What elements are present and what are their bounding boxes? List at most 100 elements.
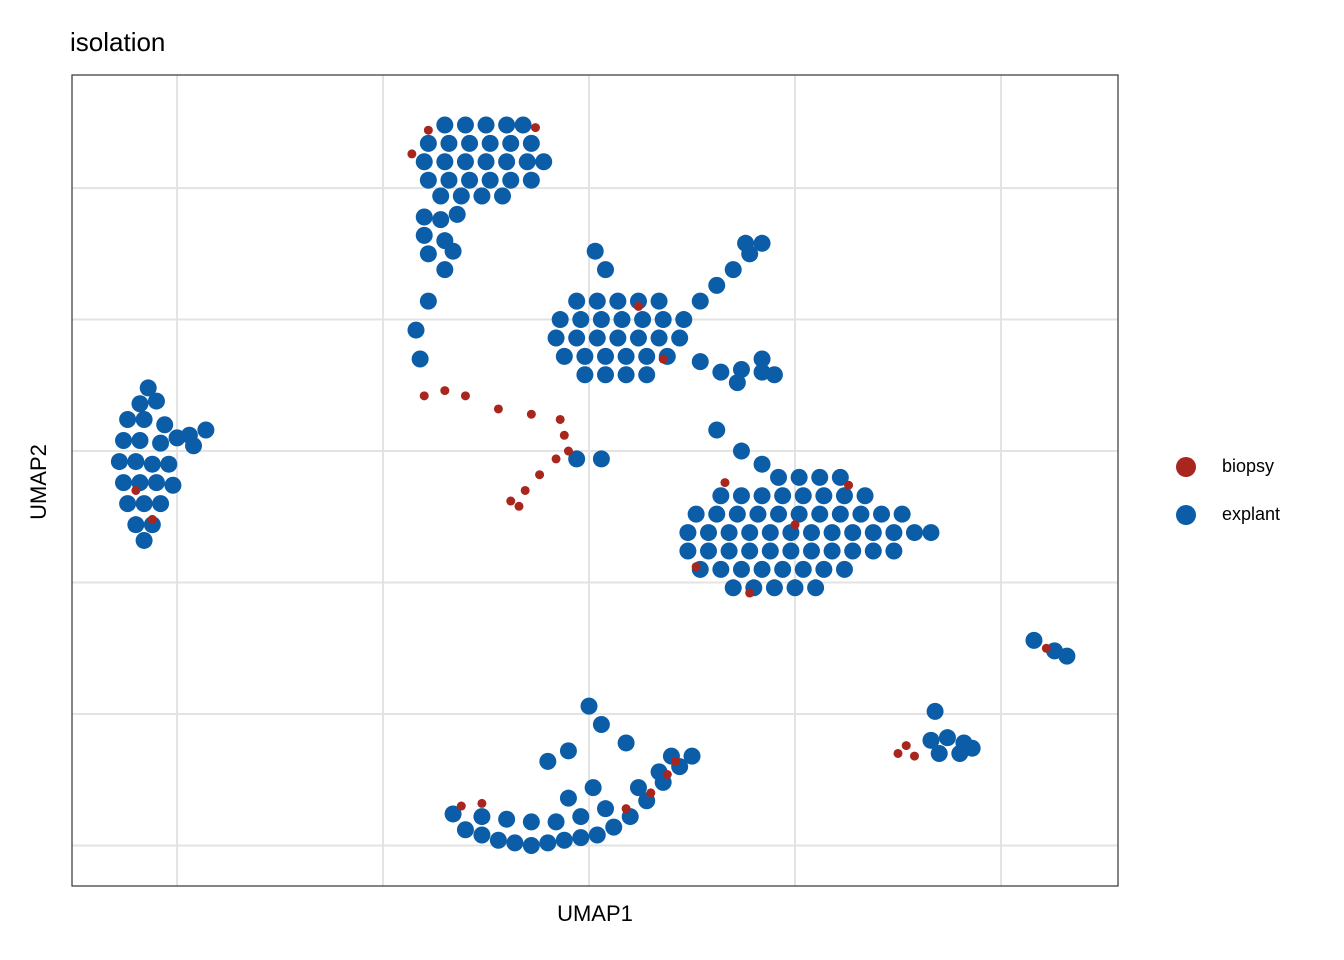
point	[720, 478, 730, 488]
point	[633, 301, 643, 311]
point	[456, 801, 466, 811]
point	[802, 542, 820, 560]
point	[555, 831, 573, 849]
point	[1025, 631, 1043, 649]
point	[708, 421, 726, 439]
point	[807, 579, 825, 597]
point	[127, 516, 145, 534]
point	[621, 804, 631, 814]
point	[160, 455, 178, 473]
point	[461, 134, 479, 152]
point	[815, 487, 833, 505]
point	[489, 831, 507, 849]
point	[638, 366, 656, 384]
point	[675, 311, 693, 329]
point	[753, 560, 771, 578]
point	[691, 292, 709, 310]
point	[539, 752, 557, 770]
point	[617, 734, 635, 752]
point	[831, 505, 849, 523]
point	[481, 171, 499, 189]
point	[650, 329, 668, 347]
point	[460, 391, 470, 401]
point	[502, 134, 520, 152]
point	[576, 347, 594, 365]
point	[844, 524, 862, 542]
point	[572, 311, 590, 329]
point	[147, 392, 165, 410]
point	[440, 171, 458, 189]
point	[922, 524, 940, 542]
point	[963, 739, 981, 757]
point	[592, 311, 610, 329]
point	[514, 116, 532, 134]
point	[419, 134, 437, 152]
point	[407, 149, 417, 159]
point	[563, 446, 573, 456]
point	[671, 756, 681, 766]
point	[456, 821, 474, 839]
point	[415, 226, 433, 244]
point	[588, 329, 606, 347]
point	[522, 171, 540, 189]
point	[708, 276, 726, 294]
point	[765, 366, 783, 384]
legend-label: biopsy	[1222, 456, 1274, 476]
point	[885, 542, 903, 560]
plot-border	[71, 74, 1119, 887]
point	[741, 542, 759, 560]
point	[761, 542, 779, 560]
point	[893, 748, 903, 758]
point	[885, 524, 903, 542]
point	[559, 789, 577, 807]
point	[114, 432, 132, 450]
chart-title: isolation	[70, 27, 165, 57]
point	[185, 437, 203, 455]
point	[605, 818, 623, 836]
point	[559, 742, 577, 760]
point	[856, 487, 874, 505]
point	[411, 350, 429, 368]
point	[197, 421, 215, 439]
point	[440, 386, 450, 396]
point	[823, 542, 841, 560]
point	[436, 261, 454, 279]
point	[691, 562, 701, 572]
point	[683, 747, 701, 765]
point	[419, 245, 437, 263]
point	[658, 354, 668, 364]
point	[938, 729, 956, 747]
point	[568, 292, 586, 310]
point	[164, 476, 182, 494]
point	[732, 442, 750, 460]
point	[559, 430, 569, 440]
point	[629, 329, 647, 347]
point	[765, 579, 783, 597]
point	[790, 520, 800, 530]
point	[811, 468, 829, 486]
point	[782, 542, 800, 560]
point	[724, 579, 742, 597]
point	[930, 744, 948, 762]
point	[498, 116, 516, 134]
point	[444, 805, 462, 823]
point	[586, 242, 604, 260]
point	[720, 524, 738, 542]
point	[127, 453, 145, 471]
point	[530, 123, 540, 133]
point	[110, 453, 128, 471]
point	[535, 153, 553, 171]
point	[811, 505, 829, 523]
point	[407, 321, 425, 339]
point	[650, 292, 668, 310]
point	[794, 487, 812, 505]
point	[699, 542, 717, 560]
point	[724, 261, 742, 279]
point	[506, 834, 524, 852]
point	[473, 826, 491, 844]
point	[802, 524, 820, 542]
point	[522, 837, 540, 855]
point	[741, 524, 759, 542]
legend-label: explant	[1222, 504, 1280, 524]
